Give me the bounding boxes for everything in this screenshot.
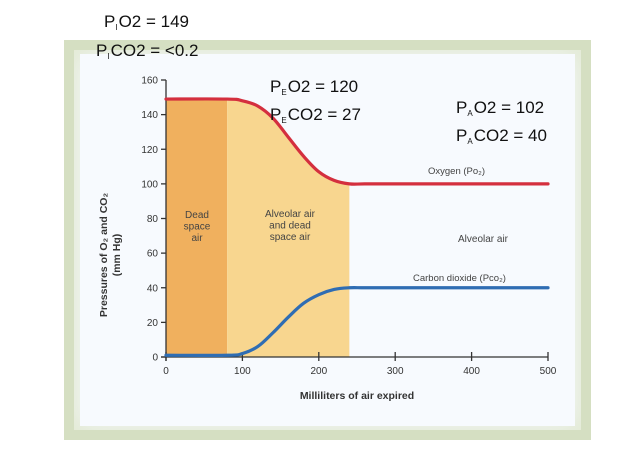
carbon-dioxide-line [164, 286, 550, 358]
y-tick-label: 0 [152, 353, 158, 364]
x-tick-label: 0 [163, 366, 169, 377]
annotation-value: CO2 = 40 [473, 126, 547, 145]
y-tick-label: 40 [147, 283, 159, 294]
annotation-value: O2 = 102 [473, 98, 545, 117]
y-tick-label: 140 [141, 110, 158, 121]
y-tick-label: 100 [141, 179, 158, 190]
annotation-value: CO2 = <0.2 [110, 41, 199, 60]
x-axis-title: Milliliters of air expired [300, 390, 414, 402]
y-tick-label: 120 [141, 145, 158, 156]
annotation-prefix: P [104, 12, 116, 31]
inspired-co2-annotation: PICO2 = <0.2 [96, 41, 198, 67]
dead-space-region [166, 99, 228, 357]
x-tick-label: 200 [310, 366, 327, 377]
y-axis-title-line2: (mm Hg) [111, 234, 123, 277]
inspired-o2-annotation: PIO2 = 149 [104, 12, 189, 38]
annotation-prefix: P [96, 41, 108, 60]
y-tick-label: 160 [141, 76, 158, 87]
annotation-value: CO2 = 27 [287, 105, 361, 124]
annotation-subscript: I [115, 23, 118, 32]
y-axis-title-line1: Pressures of O₂ and CO₂ [98, 193, 110, 318]
oxygen-series-label: Oxygen (Po₂) [428, 166, 485, 177]
mixed-air-region [227, 99, 350, 357]
region-label: Alveolar air [458, 234, 509, 245]
region-labels: Dead space air Alveolar air and dead space ai… [184, 209, 509, 245]
annotation-prefix: P [456, 98, 468, 117]
region-label: Dead space air [184, 210, 211, 244]
annotation-prefix: P [270, 77, 282, 96]
x-tick-label: 100 [234, 366, 251, 377]
expired-o2-annotation: PEO2 = 120 [270, 77, 358, 103]
x-tick-label: 300 [387, 366, 404, 377]
x-tick-label: 500 [540, 366, 557, 377]
region-label: Alveolar air and dead space air [265, 209, 316, 243]
annotation-prefix: P [270, 105, 282, 124]
y-tick-label: 60 [147, 249, 159, 260]
annotation-value: O2 = 149 [118, 12, 189, 31]
annotation-subscript: E [281, 88, 287, 97]
carbon-dioxide-series-label: Carbon dioxide (Pco₂) [413, 273, 506, 284]
annotation-prefix: P [456, 126, 468, 145]
x-tick-label: 400 [463, 366, 480, 377]
y-axis-title: Pressures of O₂ and CO₂ (mm Hg) [98, 193, 123, 318]
annotation-subscript: I [107, 52, 110, 61]
annotation-subscript: E [281, 116, 287, 125]
annotation-subscript: A [467, 137, 473, 146]
alveolar-co2-annotation: PACO2 = 40 [456, 126, 547, 152]
oxygen-line [164, 97, 550, 186]
y-tick-label: 20 [147, 318, 159, 329]
y-tick-label: 80 [147, 214, 159, 225]
alveolar-o2-annotation: PAO2 = 102 [456, 98, 544, 124]
y-axis: 0 20 40 60 80 100 120 140 160 [141, 76, 167, 364]
annotation-value: O2 = 120 [287, 77, 359, 96]
expired-co2-annotation: PECO2 = 27 [270, 105, 361, 131]
annotation-subscript: A [467, 109, 473, 118]
